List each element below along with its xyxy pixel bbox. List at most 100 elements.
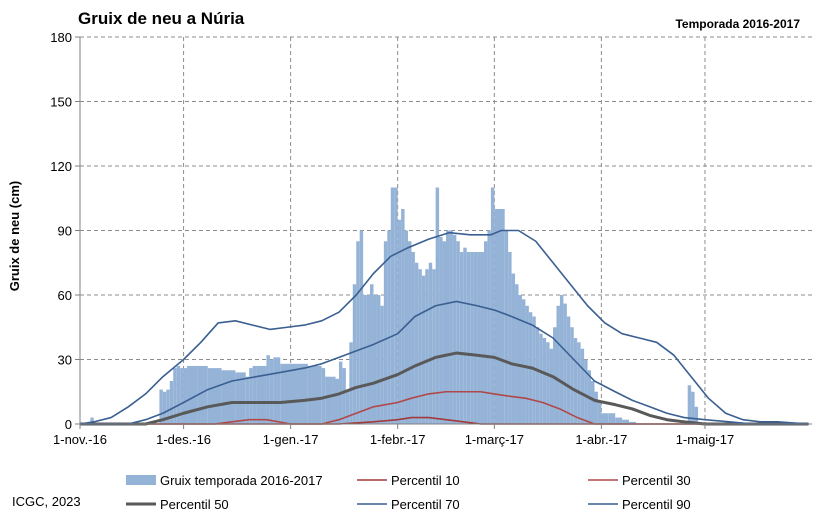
snow-depth-bar	[518, 295, 522, 424]
snow-depth-bar	[494, 209, 505, 424]
snow-depth-bar	[559, 295, 564, 424]
snow-depth-bar	[622, 419, 629, 424]
snow-depth-bar	[577, 342, 581, 424]
snow-depth-bar	[591, 381, 595, 424]
y-tick-label: 120	[50, 159, 72, 174]
series-line-percentil-30	[80, 390, 809, 425]
snow-depth-bar	[442, 241, 446, 424]
snow-depth-bar	[556, 305, 560, 424]
snow-depth-bar	[525, 305, 529, 424]
snow-depth-bar	[584, 359, 588, 424]
y-tick-label: 90	[58, 224, 72, 239]
snow-depth-bar	[356, 241, 360, 424]
snow-depth-bar	[432, 269, 436, 424]
snow-depth-bar	[325, 376, 333, 424]
snow-depth-bar	[539, 333, 543, 424]
snow-depth-bar	[573, 338, 578, 424]
snow-depth-bar	[515, 284, 519, 424]
axes	[75, 36, 812, 429]
snow-depth-bar	[373, 295, 377, 424]
legend-label: Percentil 10	[391, 473, 460, 488]
snow-depth-bar	[425, 269, 429, 424]
x-tick-label: 1-gen.-17	[263, 432, 319, 447]
y-tick-labels: 0 30 60 90 120 150 180	[50, 30, 72, 432]
snow-depth-bar	[570, 327, 574, 424]
bar-series	[90, 187, 699, 424]
snow-depth-bar	[418, 269, 422, 424]
snow-depth-bar	[428, 262, 433, 424]
snow-depth-bar	[566, 316, 571, 424]
series-line-percentil-50	[80, 351, 809, 426]
snow-depth-bar	[414, 262, 419, 424]
snow-depth-bar	[380, 305, 384, 424]
snow-depth-bar	[397, 219, 402, 424]
snow-depth-bar	[546, 342, 550, 424]
snow-depth-bar	[280, 363, 298, 424]
snow-depth-bar	[159, 389, 163, 424]
snow-depth-bar	[601, 413, 609, 424]
snow-depth-bar	[629, 421, 636, 424]
snow-depth-bar	[345, 389, 350, 424]
y-tick-label: 0	[65, 417, 72, 432]
snow-depth-bar	[542, 338, 547, 424]
snow-depth-bar	[166, 389, 170, 424]
snow-depth-bar	[408, 241, 412, 424]
snow-depth-bar	[187, 365, 198, 424]
snow-depth-bar	[508, 252, 512, 424]
snow-depth-bar	[521, 299, 526, 424]
snow-depth-bar	[580, 348, 585, 424]
legend-label: Gruix temporada 2016-2017	[160, 473, 323, 488]
snow-depth-bar	[173, 368, 177, 424]
snow-depth-bar	[404, 230, 409, 424]
snow-depth-bar	[297, 363, 308, 424]
legend: Gruix temporada 2016-2017 Percentil 10 Per…	[126, 473, 691, 512]
snow-depth-bar	[553, 327, 557, 424]
x-tick-label: 1-març-17	[465, 432, 524, 447]
legend-swatch-bar	[126, 475, 156, 485]
snow-depth-bar	[266, 355, 270, 424]
snow-depth-bar	[235, 372, 246, 424]
snow-depth-bar	[459, 252, 464, 424]
snow-depth-bar	[597, 402, 602, 424]
snow-depth-bar	[376, 295, 381, 424]
snow-depth-bar	[439, 236, 443, 424]
snow-depth-bar	[449, 230, 453, 424]
snow-depth-bar	[183, 368, 188, 424]
x-tick-label: 1-febr.-17	[370, 432, 426, 447]
snow-depth-bar	[480, 252, 484, 424]
snow-depth-bar	[691, 391, 695, 424]
snow-depth-bar	[563, 303, 567, 424]
legend-label: Percentil 30	[622, 473, 691, 488]
snow-depth-bar	[504, 230, 509, 424]
x-tick-label: 1-abr.-17	[575, 432, 627, 447]
snow-depth-bar	[332, 376, 336, 424]
snow-depth-bar	[197, 365, 208, 424]
snow-depth-bar	[446, 230, 450, 424]
snow-depth-bar	[366, 295, 371, 424]
snow-depth-bar	[383, 241, 388, 424]
snow-depth-bar	[245, 376, 250, 424]
snow-depth-bar	[394, 187, 398, 424]
snow-depth-bar	[452, 234, 457, 424]
snow-depth-bar	[535, 327, 540, 424]
chart-subtitle: Temporada 2016-2017	[675, 17, 800, 31]
snow-depth-bar	[273, 357, 281, 424]
snow-depth-bar	[487, 230, 491, 424]
y-tick-label: 30	[58, 353, 72, 368]
snow-depth-bar	[608, 413, 616, 424]
x-tick-label: 1-nov.-16	[53, 432, 107, 447]
legend-label: Percentil 70	[391, 497, 460, 512]
snow-depth-bar	[352, 284, 357, 424]
snow-depth-bar	[221, 370, 236, 424]
snow-depth-bar	[694, 406, 699, 424]
snow-depth-bar	[473, 252, 478, 424]
snow-depth-bar	[359, 230, 364, 424]
snow-depth-bar	[335, 378, 339, 424]
snow-depth-bar	[594, 391, 598, 424]
snow-depth-bar	[470, 252, 474, 424]
snow-depth-bar	[511, 273, 516, 424]
snow-depth-bar	[307, 365, 322, 424]
snow-depth-bar	[342, 368, 346, 424]
snow-depth-bar	[411, 252, 415, 424]
